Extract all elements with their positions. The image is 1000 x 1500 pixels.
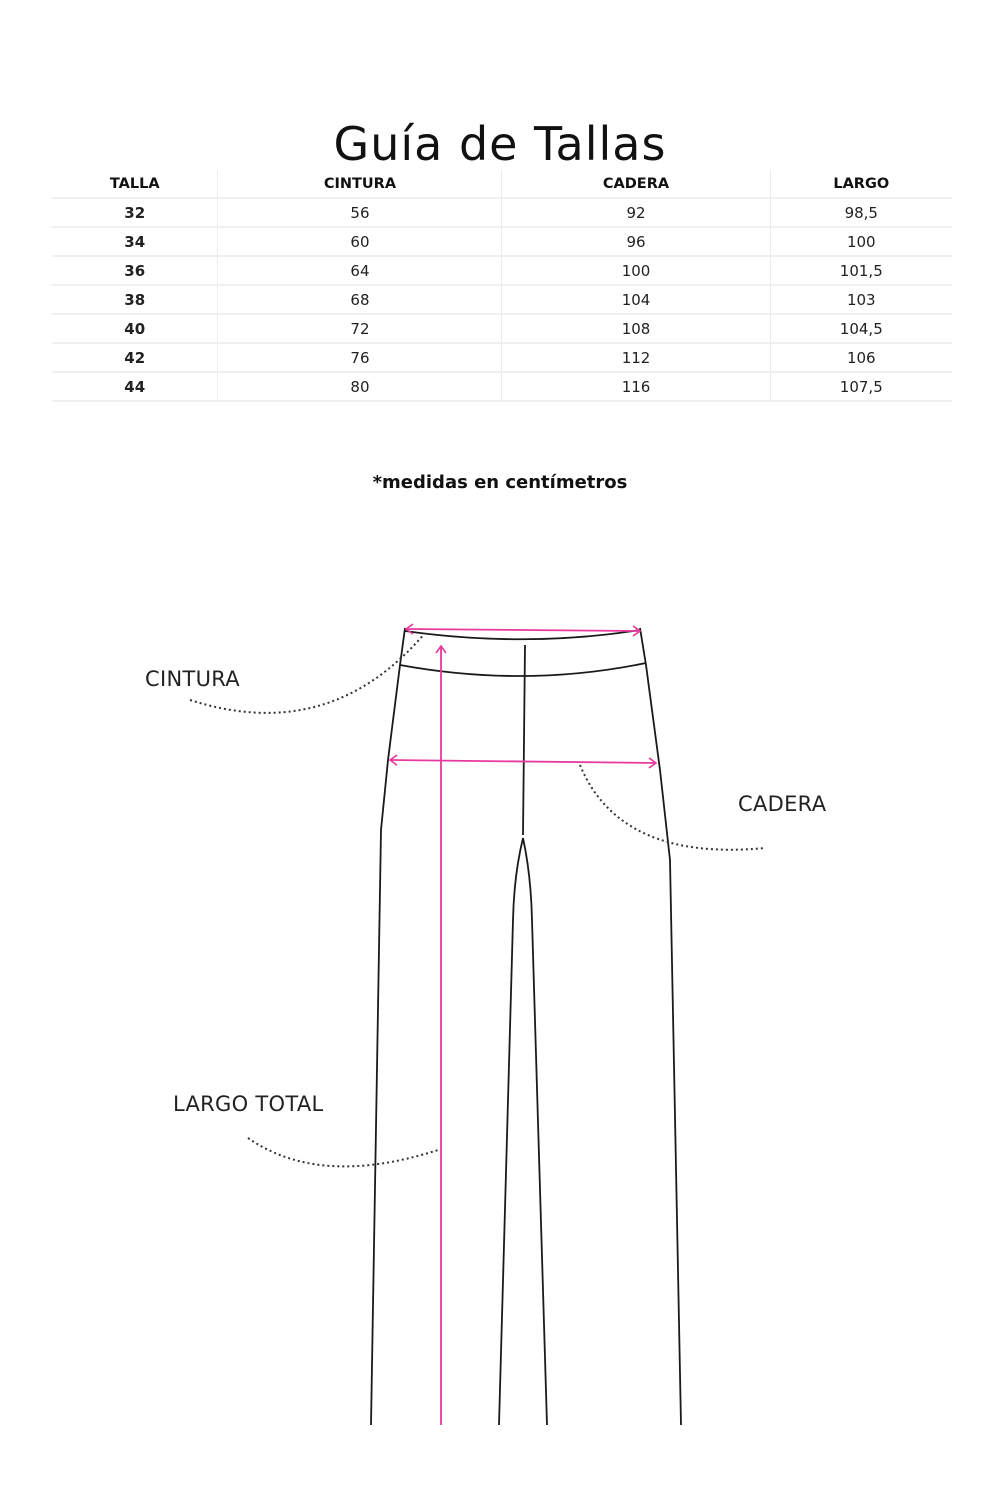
cell-cadera: 92 — [501, 198, 771, 228]
size-table: TALLA CINTURA CADERA LARGO 32 56 92 98,5 34 6… — [52, 170, 952, 402]
table-row: 34 60 96 100 — [52, 227, 952, 257]
cell-cadera: 96 — [501, 227, 771, 257]
cell-cadera: 108 — [501, 314, 771, 344]
cell-cadera: 112 — [501, 343, 771, 373]
cell-cintura: 68 — [217, 285, 502, 315]
header-talla: TALLA — [52, 170, 218, 199]
cell-talla: 34 — [52, 227, 218, 257]
hip-leader-line — [579, 764, 766, 851]
label-largo-total: LARGO TOTAL — [173, 1092, 324, 1116]
waist-measure-arrow — [404, 623, 642, 637]
cell-largo: 103 — [769, 285, 952, 315]
pants-outline — [370, 627, 682, 1426]
header-largo: LARGO — [769, 170, 952, 199]
waist-leader-line — [189, 632, 426, 714]
cell-cintura: 64 — [217, 256, 502, 286]
cell-largo: 106 — [769, 343, 952, 373]
cell-cintura: 56 — [217, 198, 502, 228]
table-header-row: TALLA CINTURA CADERA LARGO — [52, 170, 952, 199]
cell-talla: 38 — [52, 285, 218, 315]
length-leader-line — [247, 1137, 439, 1168]
cell-largo: 100 — [769, 227, 952, 257]
table-row: 38 68 104 103 — [52, 285, 952, 315]
label-cadera: CADERA — [738, 792, 827, 816]
cell-talla: 40 — [52, 314, 218, 344]
cell-talla: 32 — [52, 198, 218, 228]
label-cintura: CINTURA — [145, 667, 240, 691]
table-row: 44 80 116 107,5 — [52, 372, 952, 402]
hip-measure-arrow — [388, 754, 658, 769]
page-title: Guía de Tallas — [333, 116, 667, 171]
cell-largo: 107,5 — [769, 372, 952, 402]
units-note: *medidas en centímetros — [372, 472, 628, 493]
cell-cadera: 104 — [501, 285, 771, 315]
table-row: 40 72 108 104,5 — [52, 314, 952, 344]
cell-cintura: 76 — [217, 343, 502, 373]
header-cintura: CINTURA — [217, 170, 502, 199]
cell-cintura: 60 — [217, 227, 502, 257]
cell-cintura: 72 — [217, 314, 502, 344]
header-cadera: CADERA — [501, 170, 771, 199]
table-row: 32 56 92 98,5 — [52, 198, 952, 228]
table-row: 36 64 100 101,5 — [52, 256, 952, 286]
cell-largo: 101,5 — [769, 256, 952, 286]
cell-largo: 104,5 — [769, 314, 952, 344]
table-row: 42 76 112 106 — [52, 343, 952, 373]
cell-cadera: 100 — [501, 256, 771, 286]
cell-talla: 36 — [52, 256, 218, 286]
cell-talla: 42 — [52, 343, 218, 373]
cell-cadera: 116 — [501, 372, 771, 402]
cell-cintura: 80 — [217, 372, 502, 402]
cell-largo: 98,5 — [769, 198, 952, 228]
cell-talla: 44 — [52, 372, 218, 402]
